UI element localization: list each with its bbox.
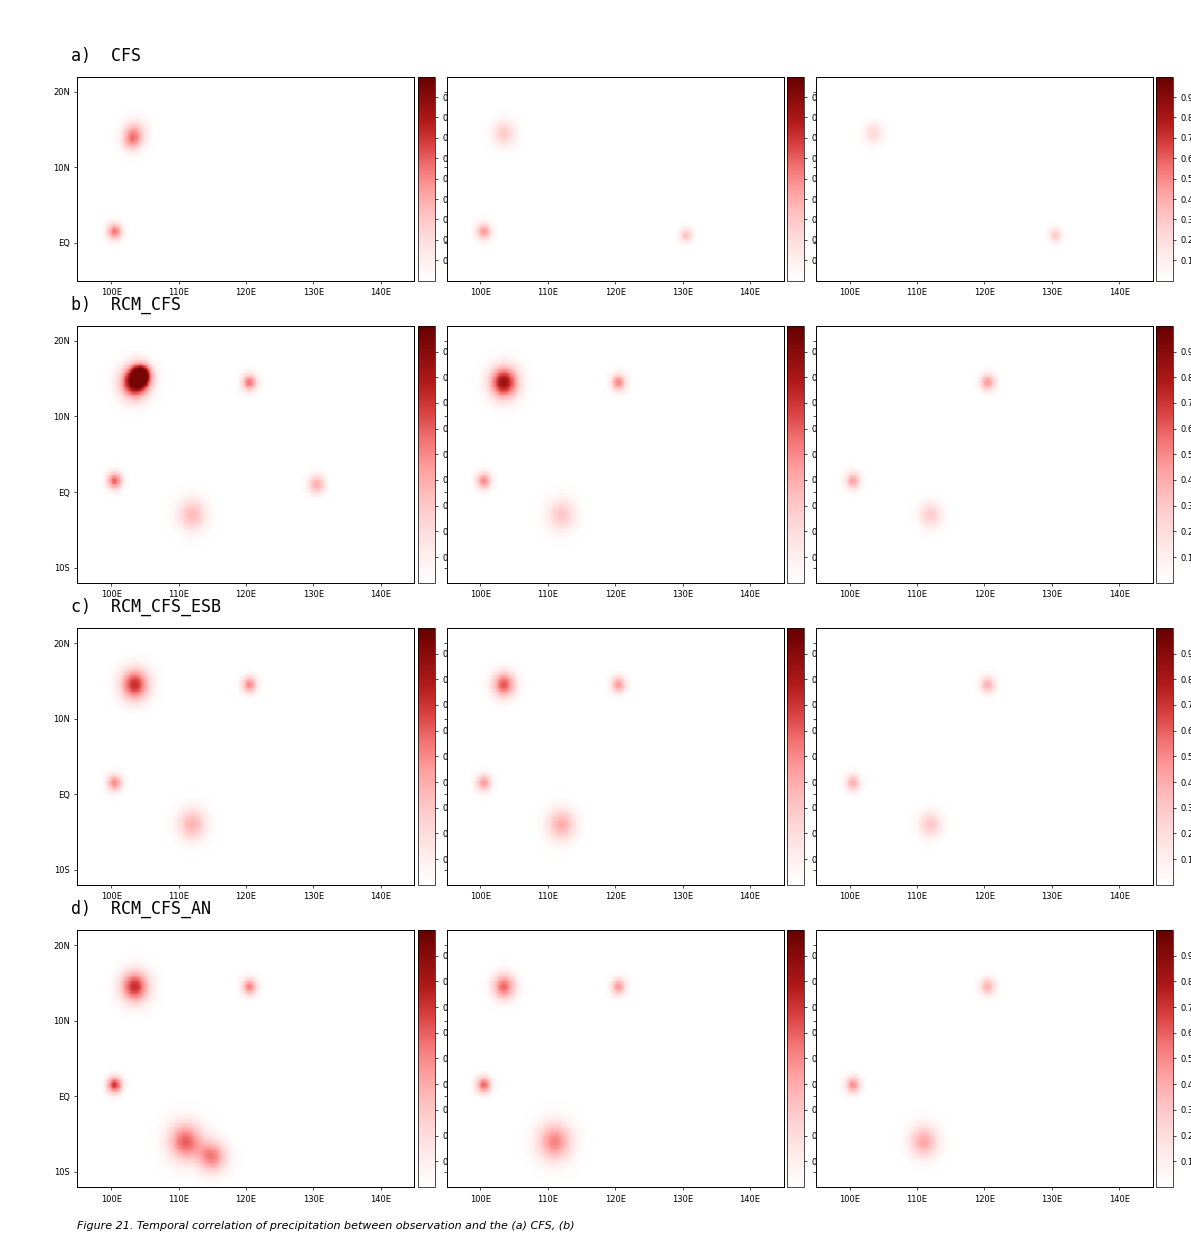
Text: d)  RCM_CFS_AN: d) RCM_CFS_AN	[71, 901, 212, 918]
Text: a)  CFS: a) CFS	[71, 46, 142, 65]
Text: b)  RCM_CFS: b) RCM_CFS	[71, 296, 181, 314]
Text: Figure 21. Temporal correlation of precipitation between observation and the (a): Figure 21. Temporal correlation of preci…	[77, 1221, 575, 1231]
Text: c)  RCM_CFS_ESB: c) RCM_CFS_ESB	[71, 598, 222, 617]
